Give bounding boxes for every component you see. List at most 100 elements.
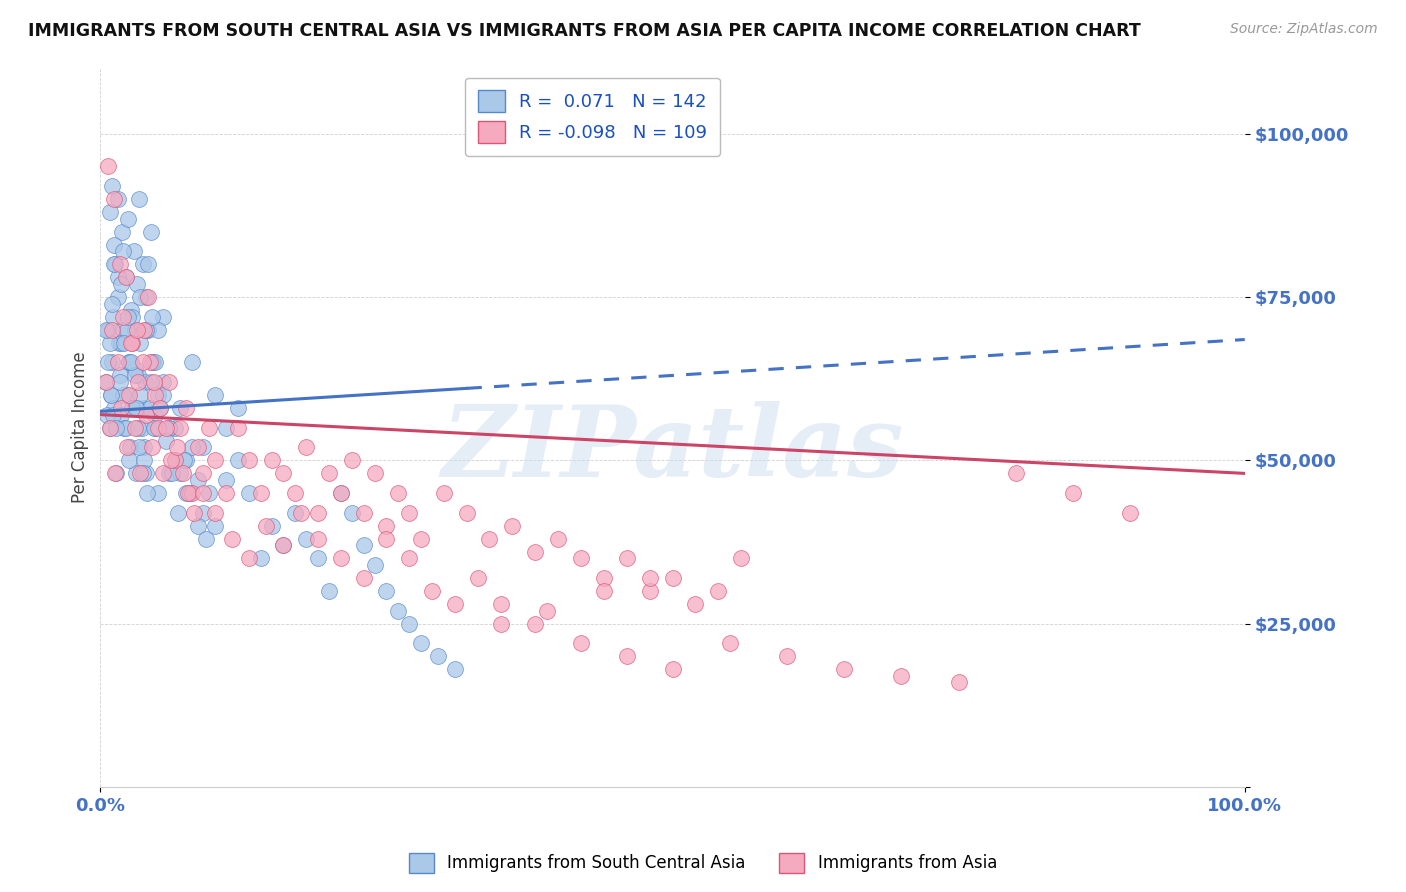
Legend: R =  0.071   N = 142, R = -0.098   N = 109: R = 0.071 N = 142, R = -0.098 N = 109 xyxy=(465,78,720,156)
Point xyxy=(155,420,177,434)
Point xyxy=(125,277,148,291)
Point xyxy=(489,597,512,611)
Point xyxy=(98,335,121,350)
Point xyxy=(569,636,592,650)
Point xyxy=(187,473,209,487)
Point xyxy=(107,270,129,285)
Point xyxy=(661,571,683,585)
Point xyxy=(364,558,387,572)
Point xyxy=(501,518,523,533)
Point xyxy=(238,486,260,500)
Point xyxy=(536,603,558,617)
Point xyxy=(707,583,730,598)
Point xyxy=(180,440,202,454)
Point xyxy=(143,408,166,422)
Point xyxy=(120,355,142,369)
Point xyxy=(198,486,221,500)
Point xyxy=(138,355,160,369)
Point xyxy=(146,486,169,500)
Point xyxy=(193,486,215,500)
Point xyxy=(112,335,135,350)
Point xyxy=(174,486,197,500)
Point xyxy=(114,270,136,285)
Point xyxy=(143,388,166,402)
Point xyxy=(115,440,138,454)
Point xyxy=(409,532,432,546)
Point xyxy=(467,571,489,585)
Point xyxy=(489,616,512,631)
Point xyxy=(198,420,221,434)
Point xyxy=(121,310,143,324)
Point xyxy=(112,323,135,337)
Point xyxy=(103,192,125,206)
Point xyxy=(524,616,547,631)
Point xyxy=(128,192,150,206)
Point xyxy=(135,323,157,337)
Point xyxy=(146,388,169,402)
Point xyxy=(121,401,143,415)
Point xyxy=(318,467,340,481)
Point xyxy=(127,368,149,383)
Point xyxy=(329,551,352,566)
Point xyxy=(616,551,638,566)
Point xyxy=(107,290,129,304)
Point xyxy=(101,296,124,310)
Point xyxy=(118,453,141,467)
Point xyxy=(409,636,432,650)
Point xyxy=(105,467,128,481)
Point xyxy=(260,453,283,467)
Point xyxy=(132,401,155,415)
Point xyxy=(295,532,318,546)
Point xyxy=(179,486,201,500)
Point xyxy=(110,277,132,291)
Point xyxy=(152,375,174,389)
Point xyxy=(183,506,205,520)
Point xyxy=(121,335,143,350)
Point xyxy=(169,401,191,415)
Point xyxy=(273,538,295,552)
Point xyxy=(97,355,120,369)
Point xyxy=(420,583,443,598)
Point xyxy=(173,453,195,467)
Point xyxy=(125,401,148,415)
Point xyxy=(204,388,226,402)
Point xyxy=(98,420,121,434)
Point xyxy=(174,453,197,467)
Point xyxy=(193,506,215,520)
Point xyxy=(100,388,122,402)
Point xyxy=(155,434,177,448)
Point xyxy=(139,375,162,389)
Point xyxy=(143,420,166,434)
Point xyxy=(103,257,125,271)
Point xyxy=(180,486,202,500)
Point xyxy=(111,225,134,239)
Point xyxy=(456,506,478,520)
Point xyxy=(238,453,260,467)
Point xyxy=(124,420,146,434)
Point xyxy=(730,551,752,566)
Point xyxy=(104,257,127,271)
Point xyxy=(94,375,117,389)
Point xyxy=(592,583,614,598)
Point xyxy=(353,506,375,520)
Point xyxy=(152,310,174,324)
Point xyxy=(685,597,707,611)
Point xyxy=(143,375,166,389)
Point xyxy=(103,237,125,252)
Point xyxy=(776,649,799,664)
Point xyxy=(100,388,122,402)
Point xyxy=(101,323,124,337)
Point xyxy=(238,551,260,566)
Point xyxy=(160,453,183,467)
Point xyxy=(616,649,638,664)
Point xyxy=(146,323,169,337)
Point xyxy=(329,486,352,500)
Point xyxy=(131,420,153,434)
Point xyxy=(318,583,340,598)
Point xyxy=(115,323,138,337)
Point xyxy=(1062,486,1084,500)
Point xyxy=(163,453,186,467)
Point xyxy=(284,506,307,520)
Point xyxy=(169,467,191,481)
Point xyxy=(948,675,970,690)
